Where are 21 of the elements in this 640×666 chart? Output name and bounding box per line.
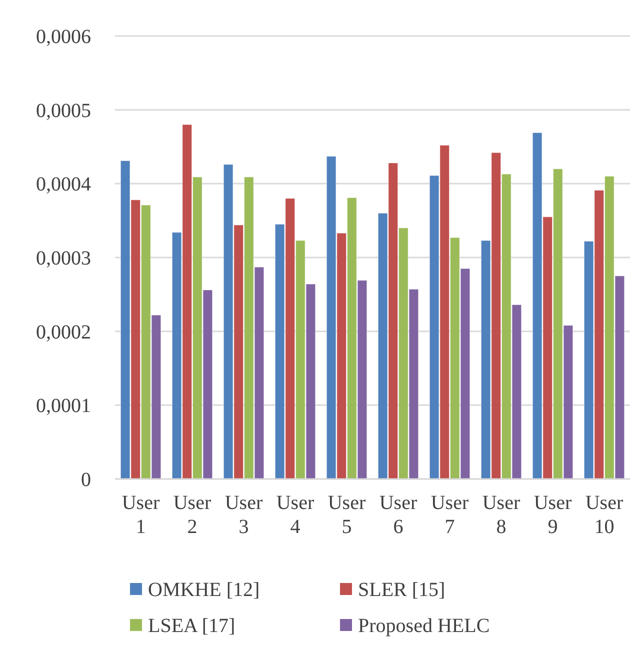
y-tick-label: 0 xyxy=(81,469,91,491)
y-tick-label: 0,0002 xyxy=(36,321,91,344)
legend-label: SLER [15] xyxy=(358,579,446,601)
y-tick-label: 0,0003 xyxy=(36,248,91,270)
y-tick-label: 0,0004 xyxy=(36,174,91,196)
legend-label: OMKHE [12] xyxy=(148,579,260,601)
legend-label: Proposed HELC xyxy=(358,615,490,637)
x-tick-label: User 10 xyxy=(585,492,624,538)
y-tick-label: 0,0006 xyxy=(36,26,91,48)
y-tick-label: 0,0005 xyxy=(36,100,91,122)
x-tick-label: User 8 xyxy=(482,492,520,538)
x-tick-label: User 3 xyxy=(224,492,263,538)
legend-label: LSEA [17] xyxy=(148,615,236,637)
x-tick-label: User 2 xyxy=(173,492,212,538)
x-tick-label: User 6 xyxy=(379,492,418,538)
x-tick-label: User 9 xyxy=(534,492,572,538)
x-tick-label: User 1 xyxy=(122,492,160,538)
x-tick-label: User 7 xyxy=(430,492,469,538)
x-tick-label: User 4 xyxy=(276,492,314,538)
y-tick-label: 0,0001 xyxy=(36,395,91,418)
x-tick-label: User 5 xyxy=(328,492,366,538)
